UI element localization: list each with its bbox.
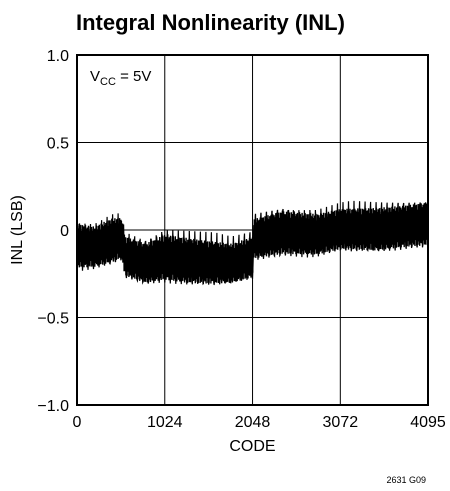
x-tick-label: 2048 <box>235 414 271 431</box>
y-tick-label: 0.5 <box>47 136 69 153</box>
y-tick-label: −1.0 <box>37 398 69 415</box>
x-tick-label: 0 <box>73 414 82 431</box>
supply-voltage-annotation: VCC = 5V <box>90 68 151 88</box>
x-axis-label: CODE <box>229 438 275 455</box>
x-axis-ticks: 0 1024 2048 3072 4095 <box>73 414 446 431</box>
x-tick-label: 3072 <box>323 414 359 431</box>
y-tick-label: −0.5 <box>37 311 69 328</box>
y-axis-ticks: −1.0 −0.5 0 0.5 1.0 <box>37 48 69 415</box>
figure-id: 2631 G09 <box>386 475 426 485</box>
plot-frame <box>76 54 429 406</box>
x-tick-label: 1024 <box>147 414 183 431</box>
y-tick-label: 1.0 <box>47 48 69 65</box>
inl-trace <box>76 200 429 286</box>
chart-title: Integral Nonlinearity (INL) <box>76 10 345 35</box>
x-tick-label: 4095 <box>410 414 446 431</box>
y-axis-label: INL (LSB) <box>9 195 26 265</box>
inl-trace-core <box>76 203 429 284</box>
y-tick-label: 0 <box>60 223 69 240</box>
